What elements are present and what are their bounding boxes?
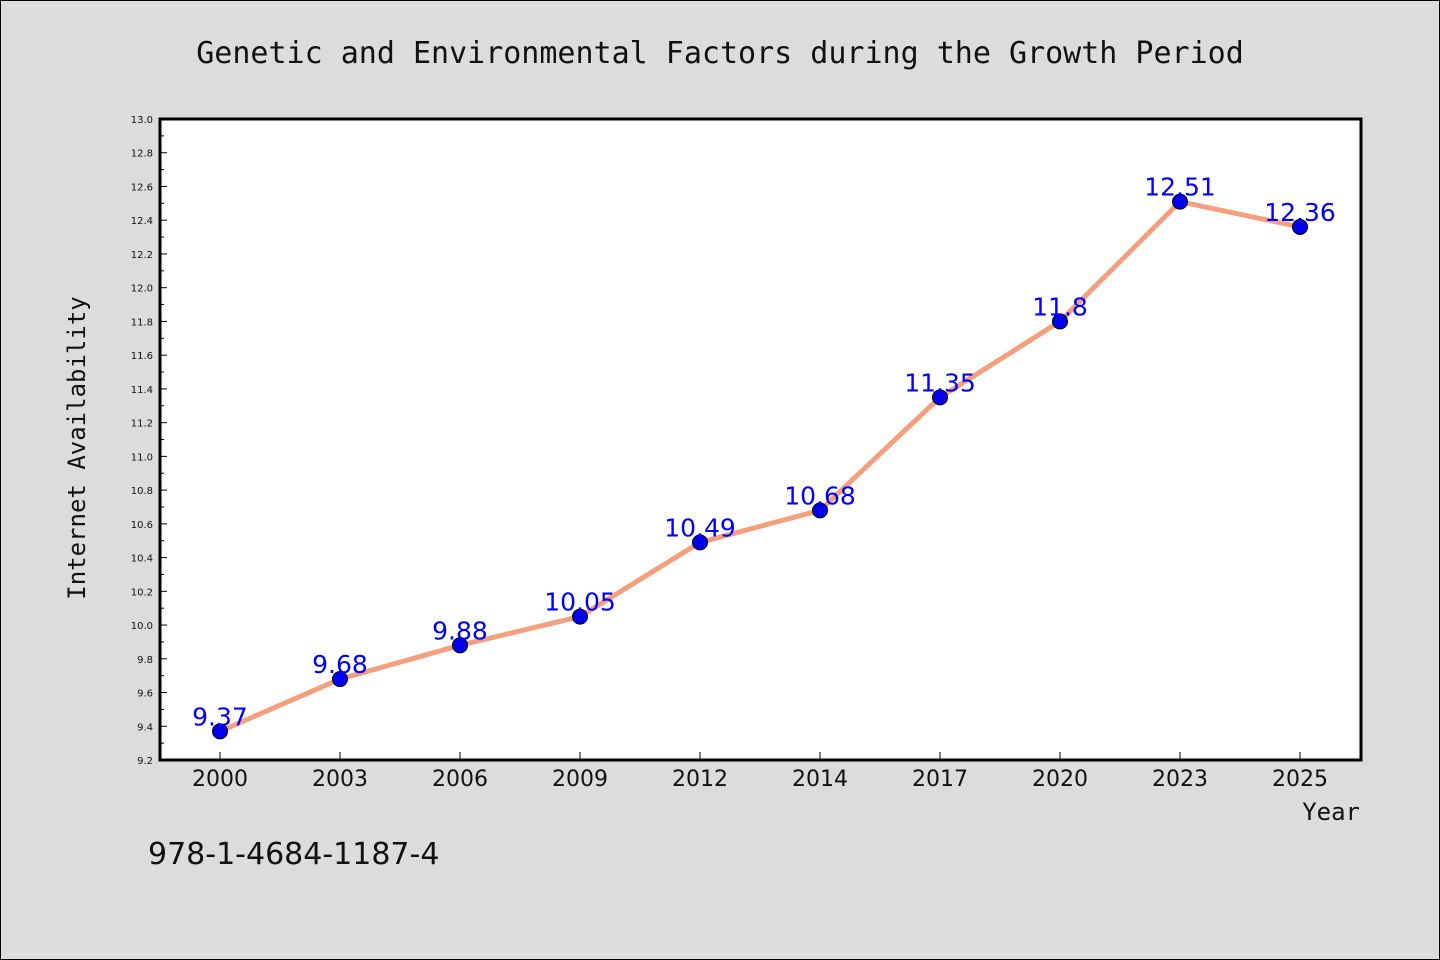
data-label: 10.05 [544, 588, 616, 617]
data-label: 11.8 [1032, 292, 1088, 321]
y-tick-label: 10.2 [131, 587, 153, 598]
x-tick-label: 2000 [192, 767, 248, 792]
y-tick-label: 10.4 [131, 554, 153, 565]
y-tick-label: 11.2 [131, 419, 153, 430]
x-tick-label: 2014 [792, 767, 848, 792]
data-point [1172, 193, 1188, 210]
data-label: 11.35 [904, 368, 976, 397]
data-label: 12.51 [1144, 173, 1216, 202]
y-axis: 9.2 9.4 9.6 9.8 10.0 10.2 10.4 10.6 10.8 11.0 11.2… [131, 115, 167, 767]
series-line [217, 199, 1303, 734]
data-point [692, 534, 708, 551]
data-point [452, 637, 468, 654]
y-tick-label: 12.4 [131, 216, 153, 227]
y-tick-label: 11.6 [131, 351, 153, 362]
y-tick-label: 10.8 [131, 486, 153, 497]
x-tick-label: 2009 [552, 767, 608, 792]
y-tick-label: 12.0 [131, 284, 153, 295]
y-tick-label: 9.2 [137, 756, 153, 767]
plot-border [158, 117, 1363, 762]
isbn-annotation: 978-1-4684-1187-4 [148, 837, 439, 872]
x-axis: 2000 2003 2006 2009 2012 2014 2017 2020 2023 2025 [192, 752, 1328, 792]
x-tick-label: 2023 [1152, 767, 1208, 792]
y-tick-label: 11.4 [131, 385, 153, 396]
data-point [1052, 313, 1068, 330]
y-tick-label: 11.8 [131, 317, 153, 328]
data-label: 10.49 [664, 513, 736, 542]
y-tick-label: 10.0 [131, 621, 153, 632]
y-tick-label: 13.0 [131, 115, 153, 126]
y-tick-label: 10.6 [131, 520, 153, 531]
y-tick-label: 12.2 [131, 250, 153, 261]
y-tick-label: 12.8 [131, 149, 153, 160]
x-tick-label: 2020 [1032, 767, 1088, 792]
data-point [572, 608, 588, 625]
data-point [932, 389, 948, 406]
y-tick-label: 9.8 [137, 655, 153, 666]
y-tick-label: 12.6 [131, 182, 153, 193]
x-tick-label: 2006 [432, 767, 488, 792]
y-tick-label: 11.0 [131, 452, 153, 463]
x-tick-label: 2012 [672, 767, 728, 792]
x-tick-label: 2003 [312, 767, 368, 792]
y-tick-label: 9.4 [137, 722, 153, 733]
x-tick-label: 2017 [912, 767, 968, 792]
x-tick-label: 2025 [1272, 767, 1328, 792]
data-point [1292, 218, 1308, 235]
data-label: 9.68 [312, 650, 368, 679]
data-point [812, 502, 828, 519]
chart-title: Genetic and Environmental Factors during… [196, 36, 1244, 71]
series: 9.37 9.68 9.88 10.05 10.49 10.68 11.35 11.8 12.5… [192, 173, 1336, 740]
y-tick-label: 9.6 [137, 689, 153, 700]
data-point [212, 723, 228, 740]
data-point [332, 671, 348, 688]
plot-area [160, 119, 1361, 760]
x-axis-label: Year [1302, 798, 1360, 826]
data-label: 10.68 [784, 481, 856, 510]
data-label: 12.36 [1264, 198, 1336, 227]
data-label: 9.37 [192, 702, 248, 731]
data-label: 9.88 [432, 616, 488, 645]
y-axis-label: Internet Availability [63, 296, 91, 599]
